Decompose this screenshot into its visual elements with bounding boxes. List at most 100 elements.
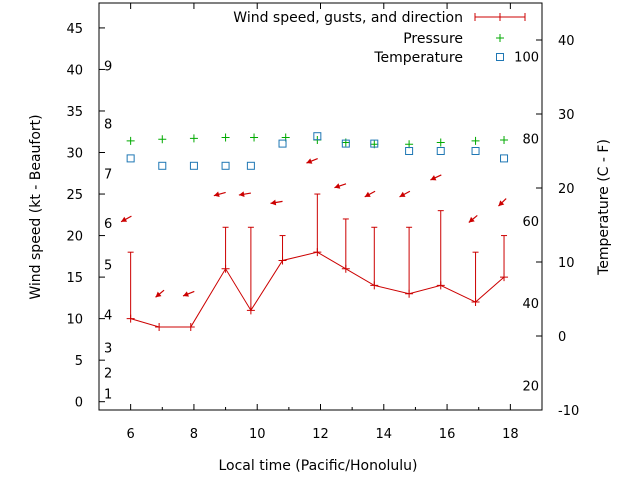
y-left-tick-label-5: 25 <box>66 188 83 203</box>
wind-direction-arrow-5 <box>270 199 283 206</box>
ticks-layer: 6 8 10 12 14 16 18051015202530354045-100102030… <box>66 3 579 442</box>
wind-speed-point-9 <box>405 289 414 298</box>
wind-direction-arrow-head-6 <box>306 158 313 164</box>
legend-swatch-plus-1 <box>496 34 504 42</box>
legend-label-0: Wind speed, gusts, and direction <box>233 10 463 26</box>
fahrenheit-label-1: 40 <box>522 297 539 312</box>
temperature-point-9 <box>405 147 414 155</box>
temperature-point-1 <box>158 161 167 170</box>
beaufort-label-3: 4 <box>104 308 112 323</box>
y-right-tick-label-1: 0 <box>558 330 566 345</box>
x-tick-label-5: 16 <box>439 427 456 442</box>
y-left-tick-label-4: 20 <box>66 230 83 245</box>
y-left-tick-label-8: 40 <box>66 63 83 78</box>
wind-speed-point-4 <box>246 306 255 315</box>
legend: Wind speed, gusts, and direction Pressure… <box>233 10 526 66</box>
y-right-tick-label-5: 40 <box>558 34 575 49</box>
y-left-tick-label-1: 5 <box>75 354 83 369</box>
fahrenheit-label-0: 20 <box>522 379 539 394</box>
wind-speed-point-8 <box>370 281 379 290</box>
x-tick-label-1: 8 <box>190 427 198 442</box>
wind-direction-arrow-head-12 <box>498 200 505 207</box>
y-left-tick-label-6: 30 <box>66 147 83 162</box>
wind-direction-arrow-6 <box>306 158 318 164</box>
x-tick-label-3: 12 <box>312 427 329 442</box>
wind-speed-point-5 <box>278 256 287 265</box>
y-left-tick-label-0: 0 <box>75 396 83 411</box>
wind-direction-arrow-head-0 <box>121 216 128 222</box>
temperature-point-10 <box>436 147 445 155</box>
wind-direction-arrow-0 <box>120 215 132 223</box>
temperature-point-0 <box>126 154 135 163</box>
beaufort-label-7: 8 <box>104 117 112 132</box>
wind-direction-arrow-head-10 <box>430 175 437 181</box>
y-left-tick-label-7: 35 <box>66 105 83 120</box>
beaufort-label-8: 9 <box>104 59 112 74</box>
temperature-point-8 <box>370 139 379 148</box>
fahrenheit-label-3: 80 <box>522 133 539 148</box>
wind-direction-arrow-10 <box>430 174 442 181</box>
wind-direction-arrow-head-4 <box>238 191 245 198</box>
beaufort-label-4: 5 <box>104 259 112 274</box>
beaufort-label-5: 6 <box>104 217 112 232</box>
temperature-point-7 <box>341 139 350 148</box>
wind-speed-point-10 <box>436 281 445 290</box>
wind-direction-arrow-11 <box>468 214 478 223</box>
y-axis-label-left: Wind speed (kt - Beaufort) <box>28 114 44 299</box>
beaufort-label-2: 3 <box>104 342 112 357</box>
y-left-tick-label-3: 15 <box>66 271 83 286</box>
temperature-point-11 <box>471 147 480 155</box>
y-right-tick-label-2: 10 <box>558 256 575 271</box>
wind-speed-point-2 <box>186 322 195 331</box>
temperature-point-5 <box>278 139 287 148</box>
x-tick-label-4: 14 <box>376 427 393 442</box>
pressure-point-11 <box>471 136 480 145</box>
temperature-point-3 <box>221 161 230 170</box>
wind-direction-arrow-head-2 <box>183 291 189 297</box>
wind-direction-arrow-1 <box>155 289 165 298</box>
beaufort-label-1: 2 <box>104 367 112 382</box>
wind-direction-arrow-3 <box>213 191 226 198</box>
legend-label-2: Temperature <box>373 50 463 66</box>
wind-speed-point-12 <box>500 273 509 282</box>
wind-direction-arrow-9 <box>399 190 411 198</box>
wind-direction-arrow-head-11 <box>468 216 475 223</box>
pressure-point-3 <box>221 133 230 142</box>
y-right-tick-label-4: 30 <box>558 108 575 123</box>
temperature-point-6 <box>313 132 322 141</box>
legend-swatch-marks-0 <box>474 13 526 21</box>
wind-direction-arrow-2 <box>182 290 195 297</box>
wind-speed-point-1 <box>155 322 164 331</box>
wind-speed-point-0 <box>126 314 135 323</box>
wind-direction-arrow-12 <box>498 198 507 207</box>
x-tick-label-6: 18 <box>502 427 519 442</box>
x-tick-label-2: 10 <box>249 427 266 442</box>
wind-speed-point-3 <box>221 264 230 273</box>
temperature-point-4 <box>246 161 255 170</box>
beaufort-label-6: 7 <box>104 167 112 182</box>
pressure-point-4 <box>250 133 259 142</box>
x-tick-label-0: 6 <box>127 427 135 442</box>
series-layer <box>120 132 509 331</box>
legend-label-1: Pressure <box>403 31 463 47</box>
y-axis-label-right: Temperature (C - F) <box>596 139 612 276</box>
wind-speed-point-7 <box>341 264 350 273</box>
wind-direction-arrow-head-8 <box>364 191 371 197</box>
y-left-tick-label-2: 10 <box>66 313 83 328</box>
pressure-point-0 <box>126 136 135 145</box>
plot-frame <box>98 2 543 411</box>
wind-speed-line <box>130 251 505 328</box>
temperature-point-2 <box>189 161 198 170</box>
wind-direction-arrow-head-1 <box>155 291 162 298</box>
wind-direction-arrow-head-5 <box>270 199 277 206</box>
legend-swatch-square-2 <box>496 53 504 61</box>
wind-direction-arrow-4 <box>238 191 251 198</box>
wind-direction-arrow-head-3 <box>213 191 220 198</box>
pressure-point-12 <box>500 136 509 145</box>
wind-direction-arrow-7 <box>334 183 347 189</box>
wind-direction-arrow-head-7 <box>334 183 341 189</box>
wind-direction-arrow-head-9 <box>399 191 406 197</box>
fahrenheit-label-2: 60 <box>522 215 539 230</box>
